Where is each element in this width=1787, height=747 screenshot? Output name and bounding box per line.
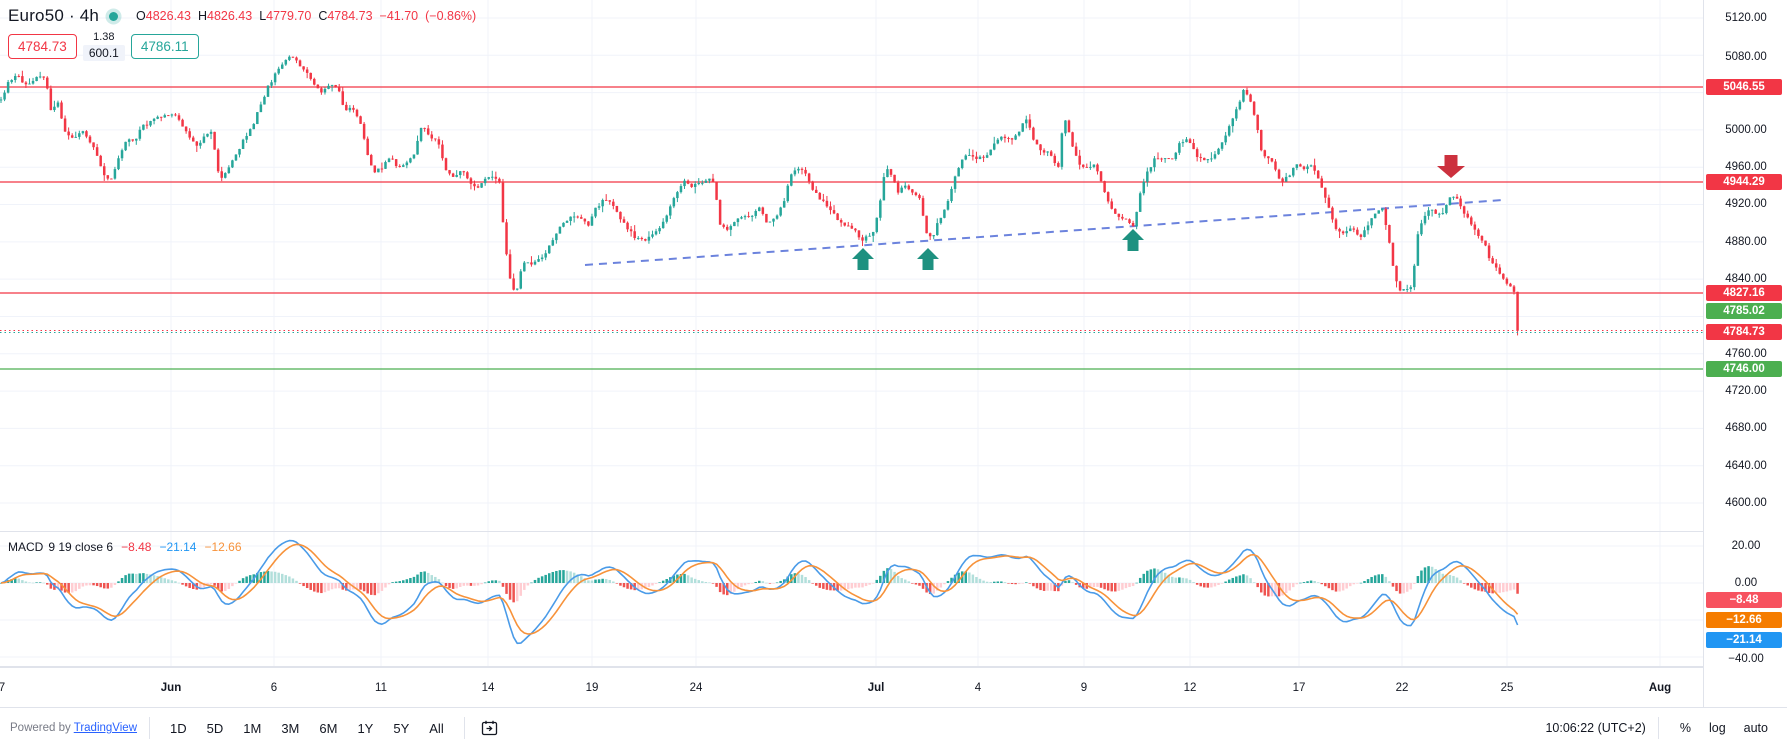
ohlc-readout: O4826.43 H4826.43 L4779.70 C4784.73 −41.… (136, 9, 476, 23)
chart-header: Euro50 · 4h O4826.43 H4826.43 L4779.70 C… (8, 5, 476, 61)
market-open-dot-icon (109, 11, 119, 21)
range-button-1m[interactable]: 1M (243, 720, 262, 736)
change-percent: (−0.86%) (425, 9, 477, 23)
price-badge: 5046.55 (1706, 79, 1782, 95)
price-badge: 4944.29 (1706, 174, 1782, 190)
toolbar-divider (149, 717, 151, 739)
open-label: O (136, 9, 146, 23)
price-axis-tick: 4960.00 (1725, 161, 1767, 173)
indicator-value: −12.66 (204, 540, 242, 554)
range-button-5d[interactable]: 5D (206, 720, 224, 736)
price-badge: −8.48 (1706, 592, 1782, 608)
log-scale-button[interactable]: log (1708, 721, 1726, 735)
quote-panel: 4784.73 1.38 600.1 4786.11 (8, 31, 476, 61)
price-axis-tick: 4600.00 (1725, 497, 1767, 509)
time-axis-tick: Jul (867, 682, 885, 694)
time-axis-tick: Jun (160, 682, 182, 694)
time-axis-tick: 6 (270, 682, 278, 694)
time-axis-tick: Aug (1648, 682, 1672, 694)
price-badge: 4746.00 (1706, 361, 1782, 377)
time-axis-tick: 25 (1500, 682, 1514, 694)
price-axis-tick: 4680.00 (1725, 422, 1767, 434)
price-axis-tick: 4720.00 (1725, 385, 1767, 397)
time-axis-tick: 11 (375, 682, 387, 694)
symbol-title[interactable]: Euro50 · 4h (8, 6, 100, 25)
indicator-value: −21.14 (159, 540, 197, 554)
date-range-buttons: 1D 5D 1M 3M 6M 1Y 5Y All (162, 716, 452, 741)
macd-indicator-label[interactable]: MACD 9 19 close 6 −8.48 −21.14 −12.66 (8, 540, 242, 554)
bottom-toolbar: Powered by TradingView 1D 5D 1M 3M 6M 1Y 5Y All… (0, 707, 1787, 747)
indicator-params: 9 19 close 6 (48, 540, 114, 554)
close-label: C (318, 9, 328, 23)
buy-signal-up-arrow-icon (917, 248, 939, 270)
range-button-6m[interactable]: 6M (319, 720, 338, 736)
change-value: −41.70 (379, 9, 419, 23)
buy-price-button[interactable]: 4786.11 (130, 33, 199, 59)
price-badge: 4785.02 (1706, 303, 1782, 319)
time-axis-tick: 19 (585, 682, 599, 694)
range-button-all[interactable]: All (429, 720, 444, 736)
sell-price-button[interactable]: 4784.73 (8, 33, 77, 59)
time-axis-tick: 22 (1395, 682, 1409, 694)
price-axis-tick: 5000.00 (1725, 124, 1767, 136)
price-axis-tick: 4920.00 (1725, 198, 1767, 210)
time-axis-tick: 9 (1080, 682, 1088, 694)
time-axis[interactable]: 7 Jun 6 11 14 19 24 Jul 4 9 12 17 22 25 Aug (0, 667, 1787, 708)
price-axis-tick: 5080.00 (1725, 51, 1767, 63)
close-value: 4784.73 (327, 9, 373, 23)
price-axis-tick: 5120.00 (1725, 12, 1767, 24)
time-axis-tick: 7 (0, 682, 6, 694)
low-value: 4779.70 (266, 9, 312, 23)
price-axis-tick: 0.00 (1734, 577, 1758, 589)
high-value: 4826.43 (207, 9, 253, 23)
price-axis[interactable]: 5120.00 5080.00 5000.00 4960.00 4920.00 4880.… (1703, 0, 1787, 707)
price-axis-tick: 4640.00 (1725, 460, 1767, 472)
lot-size-value: 600.1 (82, 45, 125, 61)
price-axis-tick: 4760.00 (1725, 348, 1767, 360)
powered-by-text: Powered by TradingView (10, 722, 138, 734)
price-axis-tick: 20.00 (1731, 540, 1761, 552)
high-label: H (197, 9, 207, 23)
time-axis-tick: 14 (481, 682, 495, 694)
price-axis-tick: −40.00 (1728, 653, 1764, 665)
buy-signal-up-arrow-icon (1122, 229, 1144, 251)
candlestick-chart-canvas[interactable] (0, 0, 1703, 667)
open-value: 4826.43 (145, 9, 191, 23)
price-badge: 4784.73 (1706, 324, 1782, 340)
go-to-date-icon[interactable] (477, 715, 503, 741)
price-badge: −21.14 (1706, 632, 1782, 648)
clock-readout[interactable]: 10:06:22 (UTC+2) (1545, 721, 1646, 735)
time-axis-tick: 17 (1292, 682, 1306, 694)
auto-scale-button[interactable]: auto (1743, 721, 1768, 735)
price-badge: −12.66 (1706, 612, 1782, 628)
price-axis-tick: 4840.00 (1725, 273, 1767, 285)
percent-scale-button[interactable]: % (1679, 721, 1691, 735)
price-axis-tick: 4880.00 (1725, 236, 1767, 248)
price-badge: 4827.16 (1706, 285, 1782, 301)
sell-signal-down-arrow-icon (1437, 155, 1465, 178)
range-button-3m[interactable]: 3M (281, 720, 300, 736)
indicator-value: −8.48 (121, 540, 152, 554)
time-axis-tick: 24 (689, 682, 703, 694)
low-label: L (259, 9, 267, 23)
toolbar-right: 10:06:22 (UTC+2) % log auto (1545, 717, 1777, 739)
tradingview-link[interactable]: TradingView (73, 722, 138, 734)
range-button-1d[interactable]: 1D (170, 720, 187, 736)
toolbar-divider (1657, 717, 1659, 739)
spread-value: 1.38 (93, 31, 115, 43)
range-button-5y[interactable]: 5Y (393, 720, 410, 736)
spread-column: 1.38 600.1 (82, 31, 125, 61)
buy-signal-up-arrow-icon (852, 248, 874, 270)
time-axis-tick: 4 (974, 682, 982, 694)
time-axis-tick: 12 (1183, 682, 1197, 694)
toolbar-divider (463, 717, 465, 739)
indicator-values: −8.48 −21.14 −12.66 (113, 540, 241, 554)
range-button-1y[interactable]: 1Y (357, 720, 374, 736)
indicator-name: MACD (8, 540, 44, 554)
